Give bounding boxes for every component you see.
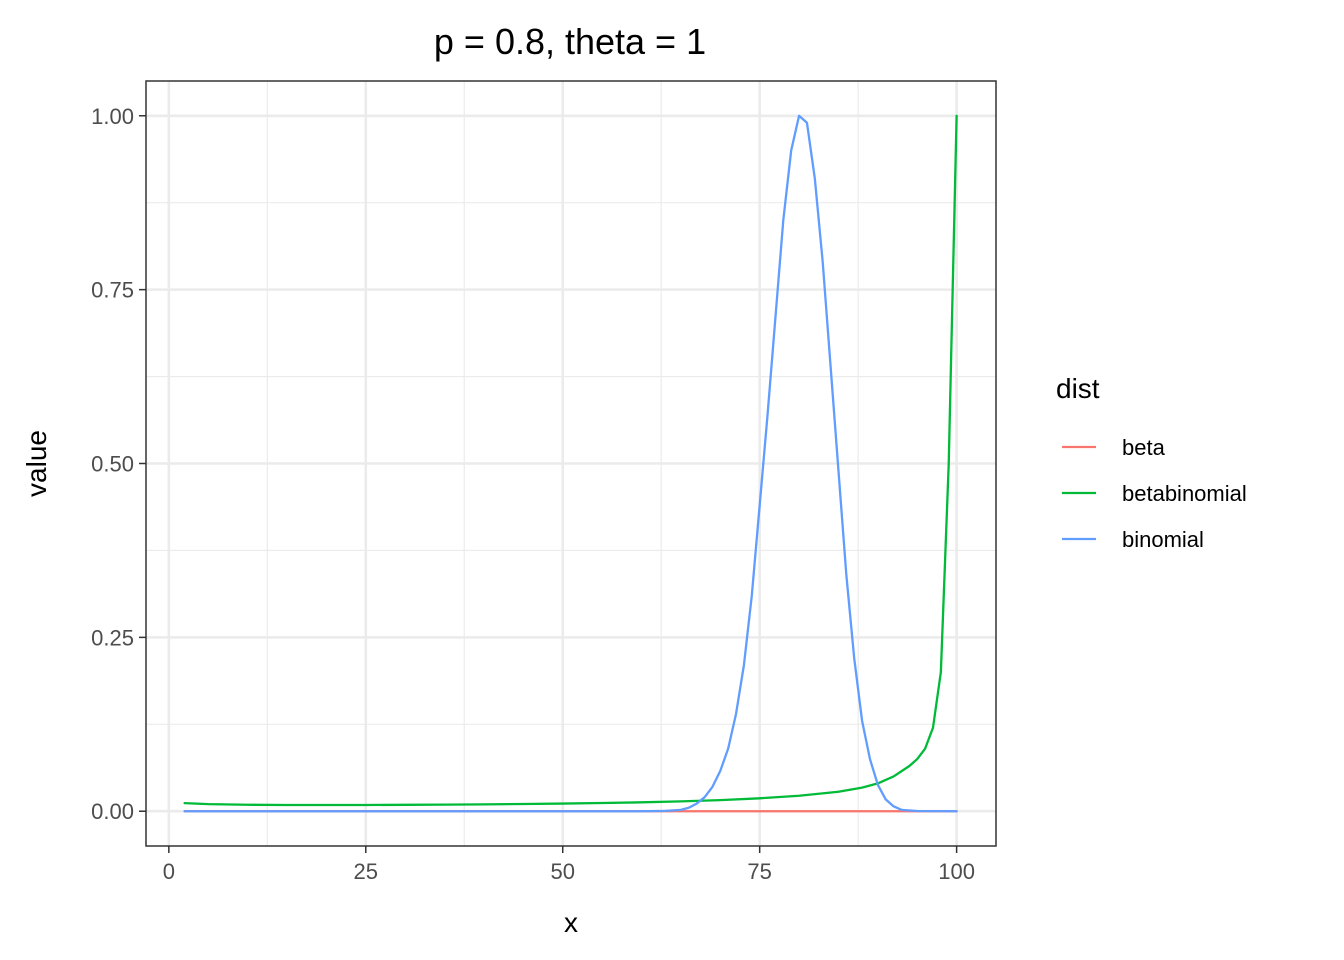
x-tick-label: 25 [354, 859, 378, 884]
legend-title: dist [1056, 373, 1100, 404]
x-tick-label: 100 [938, 859, 975, 884]
x-tick-label: 75 [747, 859, 771, 884]
x-axis: 0 25 50 75 100 [163, 846, 975, 884]
x-axis-title: x [564, 907, 578, 938]
chart-title: p = 0.8, theta = 1 [434, 21, 706, 62]
legend-items: beta betabinomial binomial [1062, 435, 1247, 552]
legend-label-binomial: binomial [1122, 527, 1204, 552]
legend: dist beta betabinomial binomial [1056, 373, 1247, 552]
y-tick-label: 0.50 [91, 452, 134, 477]
y-tick-label: 1.00 [91, 104, 134, 129]
y-tick-label: 0.00 [91, 799, 134, 824]
y-axis-title: value [21, 430, 52, 497]
data-series [183, 114, 958, 813]
series-line-binomial [183, 114, 958, 813]
y-tick-label: 0.75 [91, 278, 134, 303]
legend-label-betabinomial: betabinomial [1122, 481, 1247, 506]
x-tick-label: 0 [163, 859, 175, 884]
legend-label-beta: beta [1122, 435, 1166, 460]
y-tick-label: 0.25 [91, 625, 134, 650]
x-tick-label: 50 [550, 859, 574, 884]
y-axis: 0.00 0.25 0.50 0.75 1.00 [91, 104, 146, 824]
